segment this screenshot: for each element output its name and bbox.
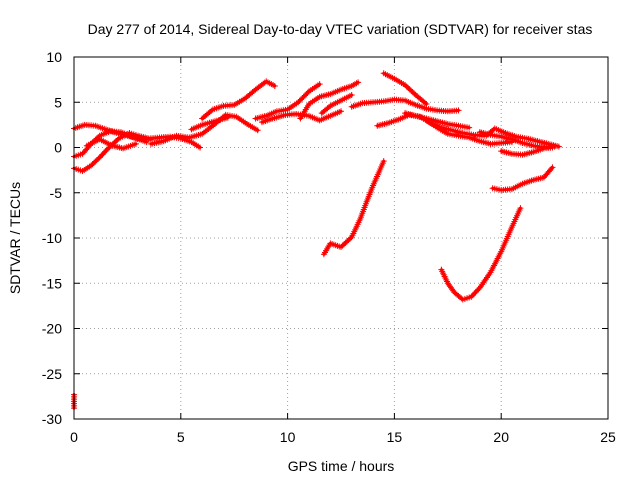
data-series-trace-19 <box>498 144 556 158</box>
y-axis-label: SDTVAR / TECUs <box>7 182 23 294</box>
data-point <box>95 155 102 162</box>
data-series-trace-5 <box>147 111 261 147</box>
data-series-trace-20 <box>489 164 556 194</box>
data-series-trace-10 <box>297 79 362 122</box>
data-point <box>300 93 307 100</box>
x-tick-label: 5 <box>177 429 185 445</box>
y-tick-label: 0 <box>54 140 62 156</box>
chart-title: Day 277 of 2014, Sidereal Day-to-day VTE… <box>88 21 593 37</box>
grid-lines <box>74 57 608 419</box>
data-series-trace-7 <box>188 114 231 133</box>
data-point <box>548 165 555 172</box>
data-point <box>296 97 303 104</box>
data-series-trace-22 <box>438 205 524 303</box>
data-point <box>224 114 231 121</box>
data-point <box>254 127 261 134</box>
x-tick-label: 0 <box>70 429 78 445</box>
data-point <box>297 96 304 103</box>
data-point <box>132 140 139 147</box>
data-series-trace-6 <box>199 78 278 122</box>
y-tick-label: -5 <box>50 185 63 201</box>
data-point <box>458 295 465 302</box>
x-tick-label: 15 <box>387 429 403 445</box>
y-tick-label: 10 <box>46 49 62 65</box>
series-line <box>200 79 277 121</box>
data-point <box>325 104 332 111</box>
data-point <box>316 81 323 88</box>
data-point <box>304 89 311 96</box>
data-series-trace-12 <box>348 96 462 115</box>
data-point <box>380 158 387 165</box>
data-series-trace-3 <box>71 121 154 143</box>
data-point <box>295 99 302 106</box>
data-point <box>455 107 462 114</box>
data-point <box>466 124 473 131</box>
y-tick-label: -25 <box>42 366 62 382</box>
data-series-trace-11 <box>318 92 355 117</box>
data-point <box>90 159 97 166</box>
data-point <box>517 205 524 212</box>
x-tick-label: 20 <box>493 429 509 445</box>
data-point <box>348 92 355 99</box>
data-series-trace-17 <box>483 125 562 150</box>
data-point <box>301 92 308 99</box>
data-point <box>299 95 306 102</box>
x-tick-label: 25 <box>600 429 616 445</box>
plot-area <box>71 70 562 412</box>
x-axis-label: GPS time / hours <box>288 458 395 474</box>
data-point <box>197 144 204 151</box>
series-line <box>322 159 386 256</box>
data-series-trace-4 <box>83 136 139 152</box>
y-tick-label: -15 <box>42 275 62 291</box>
data-point <box>423 101 430 108</box>
data-point <box>549 144 556 151</box>
x-tick-label: 10 <box>280 429 296 445</box>
data-point <box>88 162 95 169</box>
plot-frame <box>73 56 609 420</box>
data-series-trace-21 <box>320 158 387 258</box>
axis-ticks: 0 5 10 15 20 25 -30 -25 -20 -15 -10 -5 0 5 10 <box>42 49 616 445</box>
y-tick-label: -10 <box>42 230 62 246</box>
data-point <box>89 161 96 168</box>
data-point <box>93 157 100 164</box>
data-point <box>549 164 556 171</box>
data-series-trace-8 <box>252 81 323 122</box>
data-point <box>303 91 310 98</box>
data-point <box>338 108 344 115</box>
y-tick-label: -20 <box>42 321 62 337</box>
data-point <box>271 82 278 89</box>
data-point <box>355 79 362 86</box>
y-tick-label: -30 <box>42 411 62 427</box>
data-point <box>92 158 99 165</box>
y-tick-label: 5 <box>54 94 62 110</box>
data-series-trace-13 <box>380 70 430 108</box>
